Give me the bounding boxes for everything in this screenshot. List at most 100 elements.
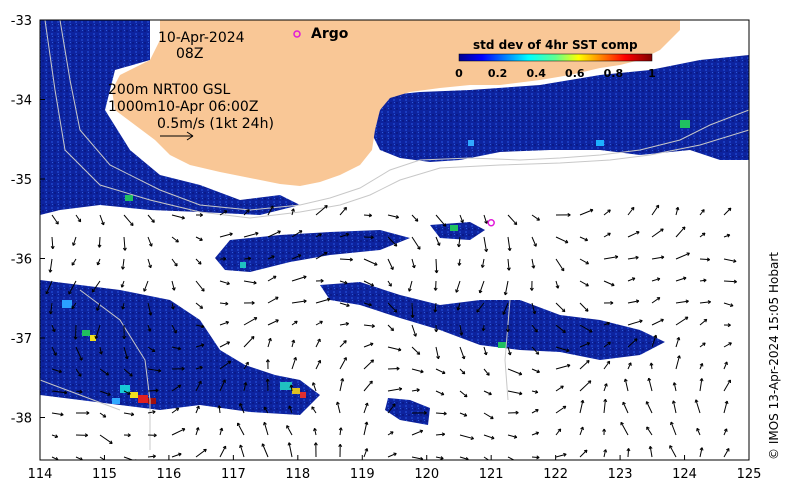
current-vector: [363, 380, 373, 392]
current-vector: [99, 346, 103, 355]
current-vector: [363, 258, 378, 266]
current-vector: [626, 448, 631, 458]
current-vector: [338, 443, 343, 458]
current-vector: [387, 324, 395, 332]
current-vector: [699, 378, 704, 392]
current-vector: [315, 338, 321, 348]
x-tick-label: 120: [414, 467, 439, 482]
current-vector: [171, 407, 180, 414]
current-vector: [315, 205, 328, 216]
credit-text: © IMOS 13-Apr-2024 15:05 Hobart: [767, 252, 781, 460]
current-vector: [315, 320, 323, 326]
colorbar: [458, 53, 653, 62]
current-vector: [627, 230, 640, 238]
sst-patch-strip: [215, 230, 410, 272]
current-vector: [51, 390, 68, 395]
current-vector: [579, 360, 590, 370]
current-vector: [579, 280, 589, 287]
current-vector: [723, 279, 737, 284]
colorbar-tick-label: 0.8: [604, 67, 624, 80]
current-vector: [99, 214, 105, 226]
current-vector: [457, 258, 462, 266]
current-vector: [696, 427, 701, 436]
current-vector: [505, 324, 510, 333]
current-vector: [411, 324, 417, 337]
current-vector: [291, 275, 307, 282]
current-vector: [623, 378, 629, 392]
current-vector: [171, 428, 186, 436]
current-vector: [123, 346, 129, 360]
current-vector: [339, 357, 347, 370]
current-vector: [51, 324, 56, 333]
current-vector: [459, 214, 464, 223]
current-vector: [51, 434, 59, 439]
current-vector: [651, 255, 665, 260]
current-vector: [507, 390, 523, 396]
current-vector: [147, 214, 155, 223]
current-vector: [239, 444, 245, 458]
y-tick-label: -33: [11, 14, 32, 29]
current-vector: [483, 368, 490, 376]
current-vector: [243, 361, 249, 370]
current-vector: [72, 236, 77, 246]
x-tick-label: 121: [479, 467, 504, 482]
current-vector: [363, 235, 374, 240]
current-vector: [723, 342, 732, 348]
current-vector: [478, 280, 485, 294]
x-tick-label: 114: [28, 467, 53, 482]
current-vector: [579, 342, 591, 348]
current-vector: [363, 324, 375, 328]
current-vector: [483, 214, 488, 224]
current-vector: [555, 258, 565, 272]
current-vector: [603, 255, 619, 260]
current-vector: [675, 337, 681, 348]
current-vector: [287, 442, 293, 458]
current-vector: [459, 324, 464, 336]
x-tick-label: 119: [350, 467, 375, 482]
current-vector: [410, 302, 415, 318]
current-vector: [265, 359, 270, 370]
current-vector: [387, 387, 403, 392]
current-vector: [603, 398, 608, 414]
current-vector: [699, 300, 711, 305]
colorbar-tick-label: 0.6: [565, 67, 585, 80]
sst-patch-small: [385, 398, 430, 425]
current-vector: [603, 341, 611, 348]
current-vector: [147, 258, 152, 269]
current-vector: [433, 280, 438, 291]
current-vector: [51, 368, 62, 374]
current-vector: [75, 368, 82, 377]
current-vector: [483, 412, 494, 420]
current-vector: [603, 232, 611, 238]
current-vector: [507, 368, 523, 376]
current-vector: [363, 448, 369, 458]
current-vector: [68, 280, 77, 295]
current-vector: [120, 280, 125, 288]
current-vector: [288, 405, 293, 414]
current-vector: [339, 340, 347, 348]
current-vector: [459, 434, 474, 440]
current-vector: [723, 302, 734, 308]
current-vector: [267, 275, 277, 282]
current-vector: [387, 431, 394, 436]
current-vector: [579, 302, 589, 312]
current-vector: [579, 236, 589, 242]
current-vector: [219, 232, 233, 238]
current-vector: [627, 338, 638, 348]
current-vector: [723, 428, 728, 436]
current-vector: [481, 324, 486, 332]
current-vector: [646, 426, 653, 436]
current-vector: [143, 280, 149, 292]
current-vector: [311, 382, 317, 392]
x-tick-label: 122: [543, 467, 568, 482]
current-vector: [579, 449, 588, 458]
current-vector: [171, 214, 185, 220]
current-vector: [627, 255, 639, 260]
current-vector: [267, 205, 274, 216]
current-vector: [529, 280, 534, 291]
current-vector: [531, 408, 539, 414]
current-vector: [651, 228, 664, 238]
current-vector: [435, 236, 441, 246]
current-vector: [699, 342, 706, 348]
